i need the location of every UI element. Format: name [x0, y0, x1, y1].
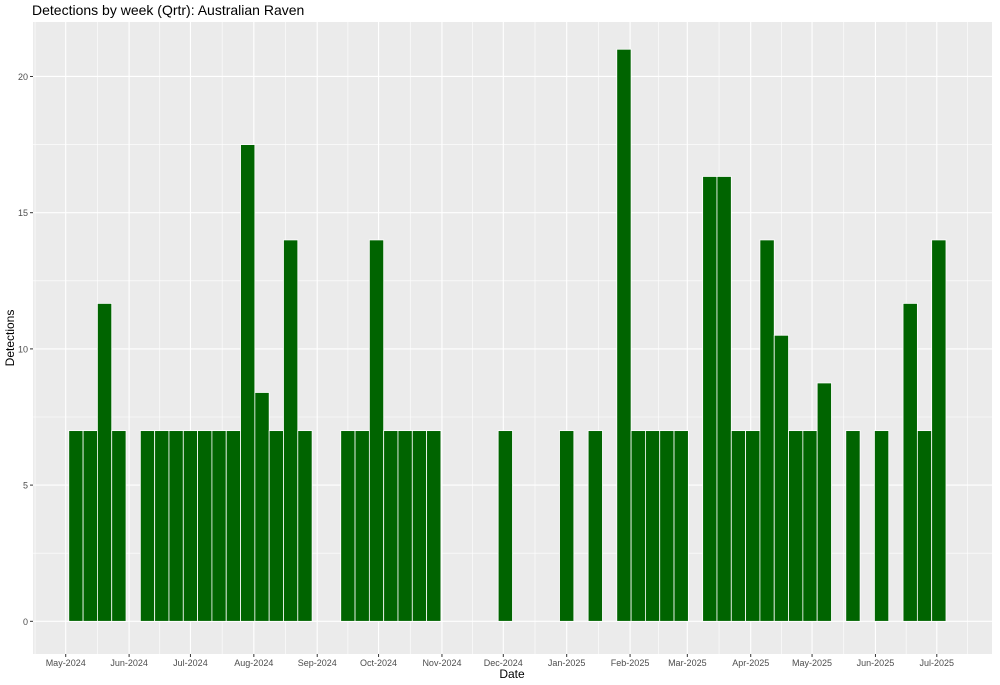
y-axis-title: Detections: [3, 310, 17, 367]
bar: [845, 430, 861, 622]
bar: [240, 144, 256, 622]
bar: [788, 430, 804, 622]
bar: [916, 430, 933, 622]
bar: [168, 430, 184, 622]
bar: [759, 239, 775, 622]
bar: [587, 430, 603, 622]
y-tick-label: 15: [18, 208, 28, 218]
bar: [254, 392, 270, 622]
bar: [340, 430, 356, 622]
y-tick-label: 5: [23, 481, 28, 491]
x-tick-label: Mar-2025: [668, 658, 707, 668]
chart-title: Detections by week (Qrtr): Australian Ra…: [32, 2, 305, 18]
bar: [197, 430, 213, 622]
bar: [659, 430, 675, 622]
x-tick-label: May-2025: [792, 658, 832, 668]
x-axis-title: Date: [499, 667, 525, 681]
bar: [745, 430, 761, 622]
bar: [383, 430, 399, 622]
bar: [802, 430, 818, 622]
x-tick-label: Feb-2025: [611, 658, 650, 668]
bar: [139, 430, 156, 622]
x-tick-label: Aug-2024: [234, 658, 273, 668]
x-tick-label: Apr-2025: [732, 658, 769, 668]
bar: [616, 48, 632, 622]
bar: [559, 430, 575, 622]
x-tick-label: Jun-2024: [110, 658, 148, 668]
x-tick-label: Oct-2024: [360, 658, 397, 668]
bar: [931, 239, 947, 622]
bar: [68, 430, 84, 622]
bar: [874, 430, 890, 622]
bar: [182, 430, 199, 622]
bar: [111, 430, 127, 622]
x-tick-label: Jul-2024: [173, 658, 208, 668]
bar: [154, 430, 170, 622]
bar: [225, 430, 241, 622]
x-tick-label: Sep-2024: [298, 658, 337, 668]
bar: [97, 303, 113, 622]
y-tick-label: 0: [23, 617, 28, 627]
bar: [82, 430, 98, 622]
bar: [397, 430, 413, 622]
bar: [816, 382, 832, 622]
bar: [297, 430, 313, 622]
bar: [702, 176, 718, 622]
bar: [411, 430, 428, 622]
bar: [354, 430, 370, 622]
x-tick-label: May-2024: [46, 658, 86, 668]
bar: [283, 239, 299, 622]
bar: [211, 430, 227, 622]
bar: [716, 176, 732, 622]
bar-series: [68, 48, 947, 622]
bar: [268, 430, 284, 622]
x-tick-label: Dec-2024: [484, 658, 523, 668]
bar: [773, 334, 789, 622]
bar: [730, 430, 747, 622]
x-tick-label: Jan-2025: [548, 658, 586, 668]
x-tick-label: Jul-2025: [920, 658, 955, 668]
bar: [902, 303, 918, 622]
bar: [426, 430, 442, 622]
x-tick-label: Jun-2025: [857, 658, 895, 668]
x-tick-label: Nov-2024: [422, 658, 461, 668]
y-tick-label: 20: [18, 72, 28, 82]
bar: [497, 430, 513, 622]
bar: [630, 430, 646, 622]
bar: [645, 430, 661, 622]
bar: [673, 430, 689, 622]
y-tick-label: 10: [18, 344, 28, 354]
x-axis: May-2024 Jun-2024 Jul-2024 Aug-2024 Sep-2024…: [46, 654, 954, 668]
y-axis: 0 5 10 15 20: [18, 72, 33, 627]
bar: [368, 239, 385, 622]
